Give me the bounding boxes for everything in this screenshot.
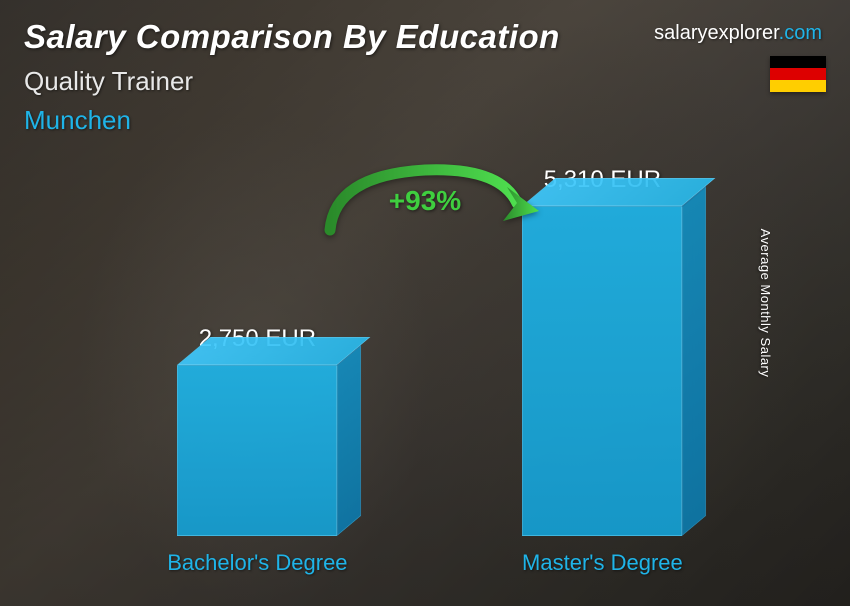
flag-stripe-1	[770, 56, 826, 68]
bar-label-1: Master's Degree	[522, 550, 683, 576]
bar-group-bachelors: 2,750 EUR Bachelor's Degree	[167, 325, 347, 576]
main-container: Salary Comparison By Education Quality T…	[0, 0, 850, 606]
brand-main: salaryexplorer	[654, 22, 779, 44]
bar-front-face	[177, 365, 337, 536]
bar-label-0: Bachelor's Degree	[167, 550, 347, 576]
bar-0	[177, 365, 337, 536]
flag-stripe-3	[770, 80, 826, 92]
job-subtitle: Quality Trainer	[24, 66, 826, 97]
location-label: Munchen	[24, 105, 826, 136]
brand-suffix: .com	[779, 22, 822, 44]
change-annotation: +93%	[295, 155, 555, 270]
flag-stripe-2	[770, 68, 826, 80]
brand-label: salaryexplorer.com	[654, 22, 822, 45]
bar-side-face	[337, 345, 361, 536]
percent-change-label: +93%	[389, 185, 461, 217]
country-flag-icon	[770, 56, 826, 92]
bar-side-face	[682, 186, 706, 536]
